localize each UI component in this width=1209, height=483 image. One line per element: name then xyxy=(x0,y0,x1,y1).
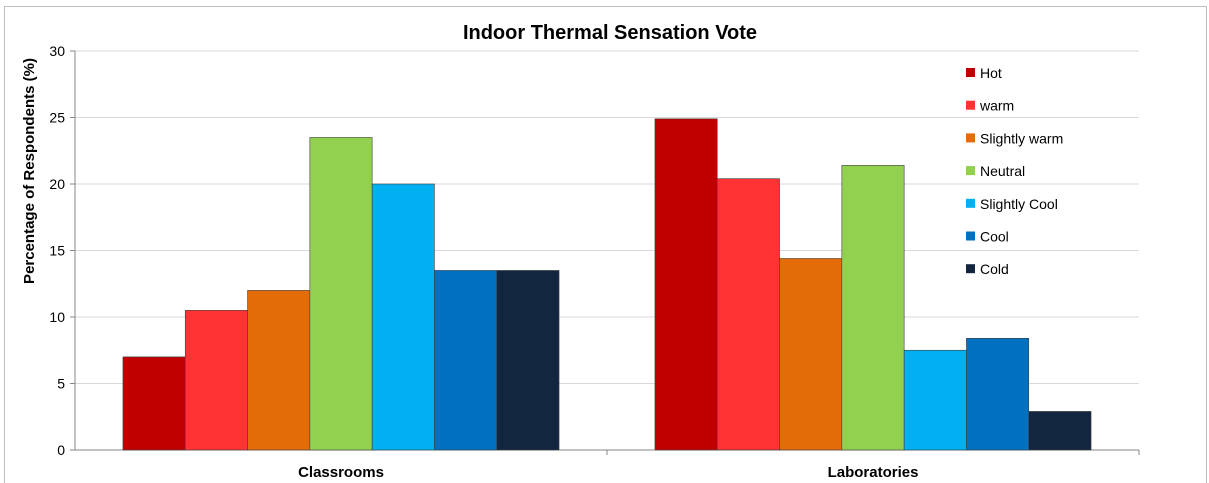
bar-warm-classrooms xyxy=(184,310,248,451)
legend-label: Cold xyxy=(980,261,1009,277)
y-axis-title: Percentage of Respondents (%) xyxy=(21,58,38,284)
legend-label: Slightly Cool xyxy=(980,196,1058,212)
y-tick-label: 25 xyxy=(49,110,65,126)
legend-label: Slightly warm xyxy=(980,130,1063,146)
x-category-label: Laboratories xyxy=(828,464,919,481)
bars xyxy=(122,118,1092,451)
legend-swatch xyxy=(966,166,975,176)
bar-cool-classrooms xyxy=(434,270,498,451)
legend-swatch xyxy=(966,264,975,274)
y-tick-label: 20 xyxy=(49,176,65,192)
legend-swatch xyxy=(966,100,975,110)
bar-neutral-classrooms xyxy=(309,137,373,451)
bar-hot-laboratories xyxy=(654,118,718,451)
y-tick-label: 30 xyxy=(49,43,65,59)
legend-swatch xyxy=(966,68,975,77)
y-tick-label: 0 xyxy=(57,442,65,458)
legend-label: Cool xyxy=(980,229,1009,245)
y-tick-label: 5 xyxy=(57,376,65,392)
bar-neutral-laboratories xyxy=(841,165,905,451)
bar-slightly-cool-classrooms xyxy=(371,183,435,451)
legend-swatch xyxy=(966,133,975,143)
y-tick-label: 15 xyxy=(49,243,65,259)
chart-title: Indoor Thermal Sensation Vote xyxy=(463,22,757,44)
legend: Hot warm Slightly warm Neutral Slightly Cool… xyxy=(966,65,1063,277)
bar-slightly-warm-laboratories xyxy=(779,258,843,451)
chart-frame xyxy=(4,6,1207,483)
bar-slightly-cool-laboratories xyxy=(903,349,967,451)
legend-label: Hot xyxy=(980,65,1002,81)
legend-swatch xyxy=(966,231,975,241)
bar-cool-laboratories xyxy=(966,337,1030,451)
legend-label: Neutral xyxy=(980,163,1025,179)
y-tick-label: 10 xyxy=(49,309,65,325)
legend-label: warm xyxy=(979,98,1014,114)
bar-cold-classrooms xyxy=(496,270,560,451)
bar-warm-laboratories xyxy=(716,178,780,451)
bar-slightly-warm-classrooms xyxy=(247,290,311,451)
bar-cold-laboratories xyxy=(1028,411,1092,451)
x-category-label: Classrooms xyxy=(298,464,384,481)
legend-swatch xyxy=(966,198,975,208)
bar-hot-classrooms xyxy=(122,356,186,451)
